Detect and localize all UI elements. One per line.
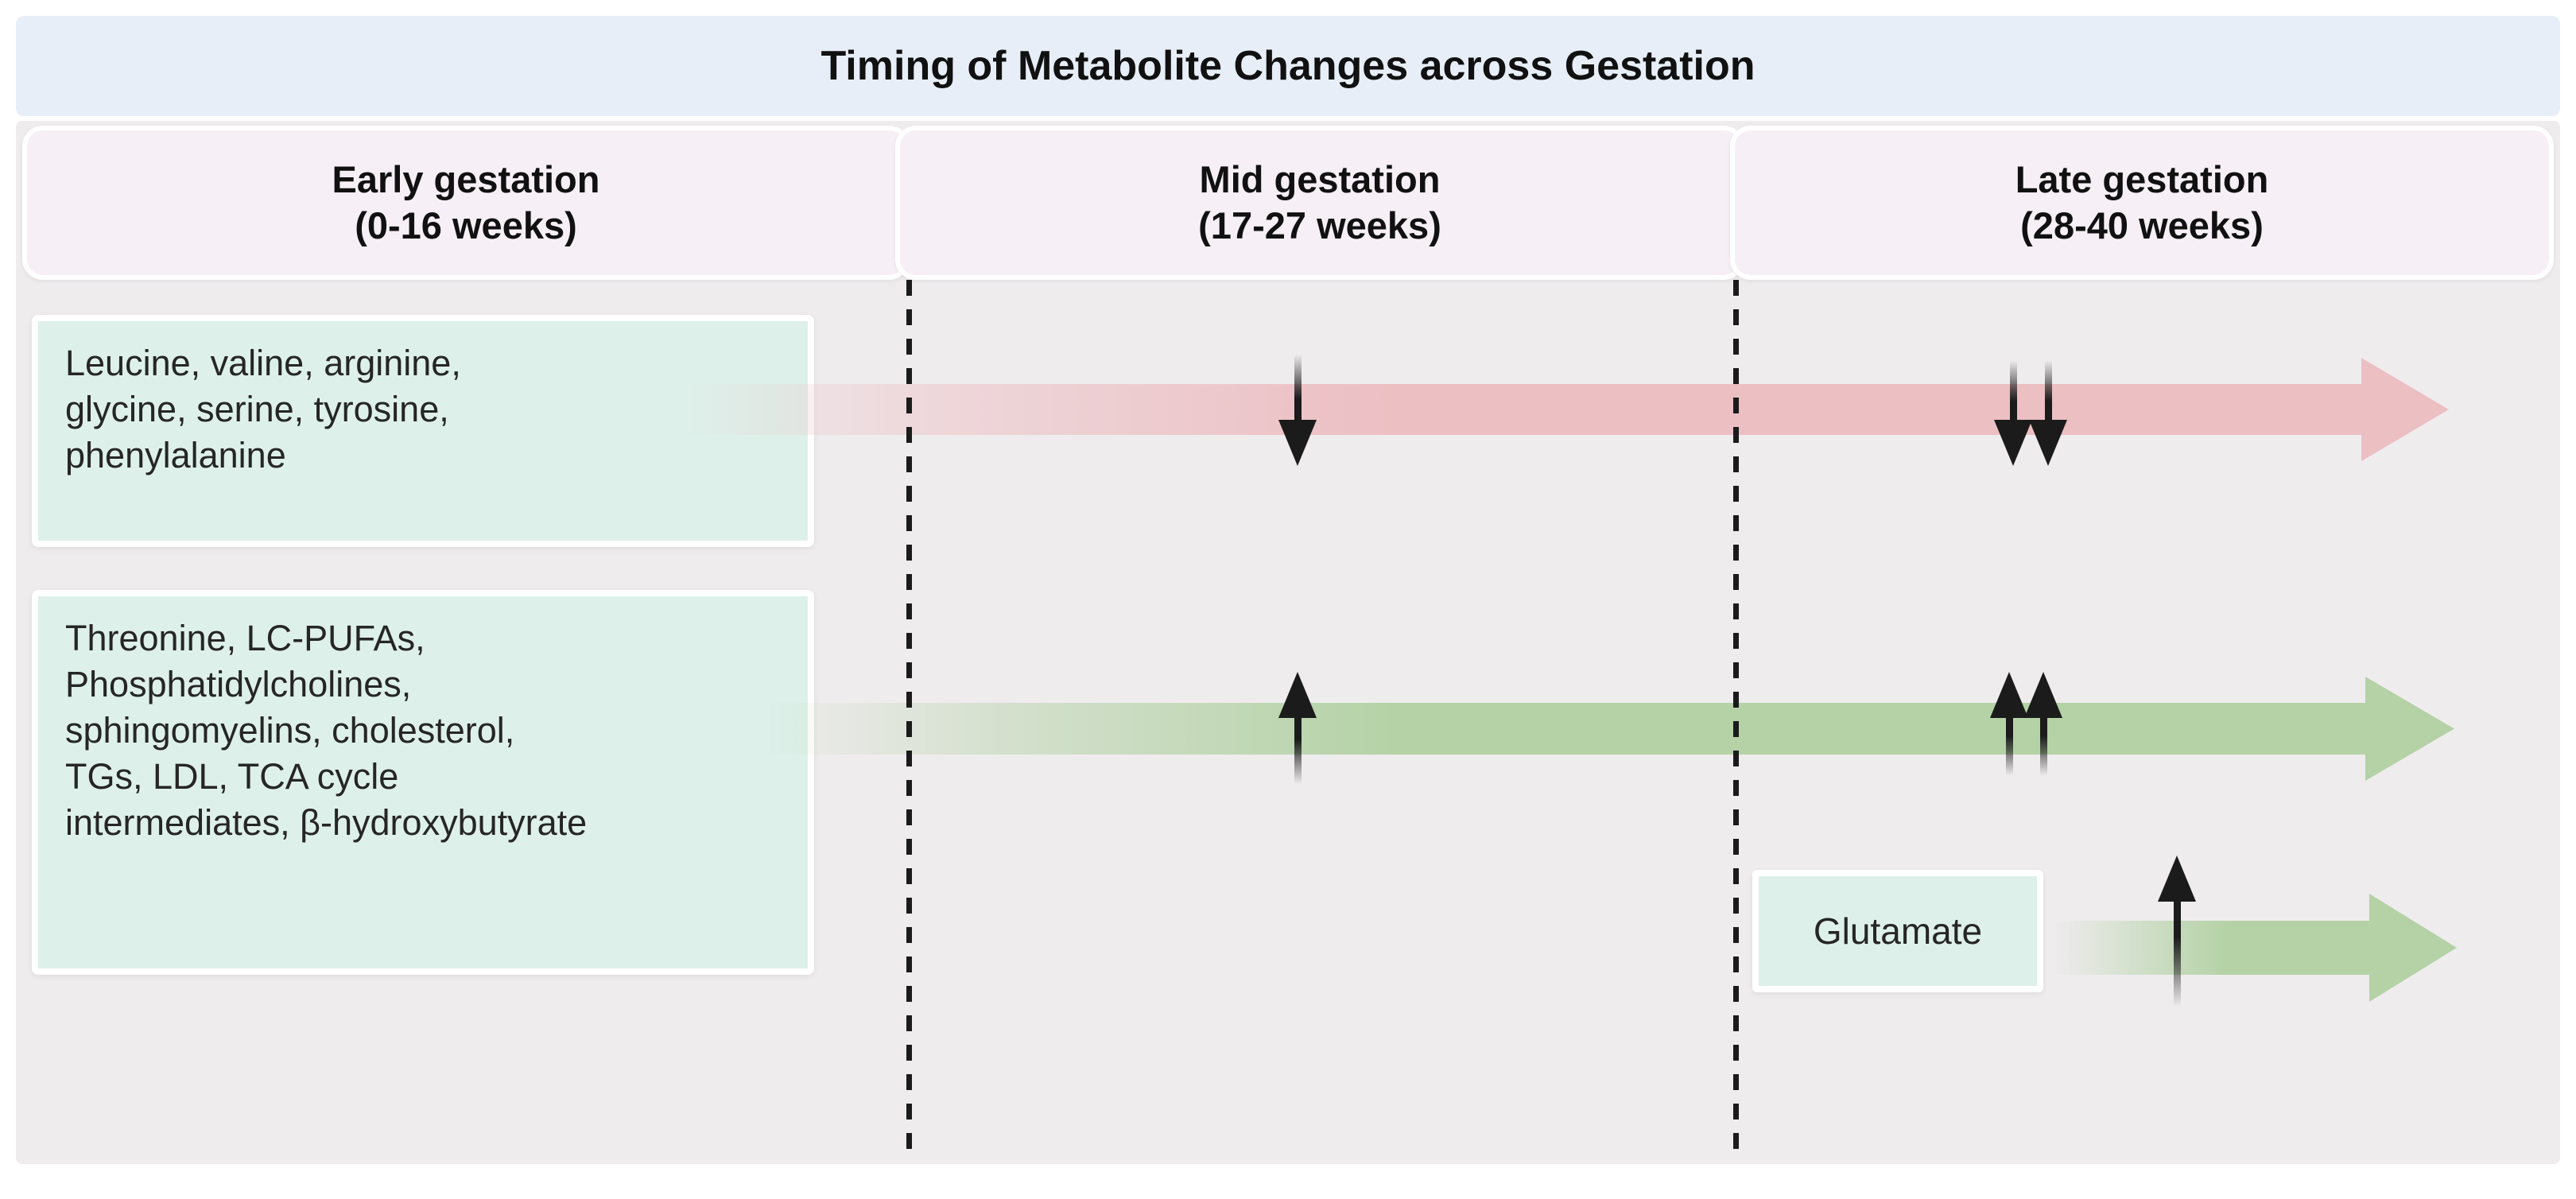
page-title: Timing of Metabolite Changes across Gest… [821, 43, 1755, 89]
decrease-trend-band [684, 384, 2365, 435]
down-arrow-mid-shaft [1294, 351, 1302, 425]
metabolite-box-glutamate: Glutamate [1752, 870, 2043, 992]
phase-header-mid: Mid gestation (17-27 weeks) [895, 126, 1744, 280]
amino-acids-line-1: Leucine, valine, arginine, [65, 343, 461, 383]
lipids-line-3: sphingomyelins, cholesterol, [65, 710, 515, 751]
lipids-line-5: intermediates, β-hydroxybutyrate [65, 802, 588, 843]
down-arrow-late-2-shaft [2045, 358, 2052, 425]
up-arrow-mid-shaft [1294, 713, 1302, 787]
increase-trend-band [759, 703, 2368, 755]
lipids-line-1: Threonine, LC-PUFAs, [65, 618, 425, 658]
up-arrow-late-1-shaft [2006, 713, 2013, 778]
amino-acids-line-2: glycine, serine, tyrosine, [65, 389, 449, 429]
phase-header-late: Late gestation (28-40 weeks) [1730, 126, 2554, 280]
phase-late-range: (28-40 weeks) [2020, 204, 2264, 246]
amino-acids-line-3: phenylalanine [65, 435, 286, 475]
phase-divider-early-mid [906, 280, 912, 1161]
phase-mid-range: (17-27 weeks) [1198, 204, 1441, 246]
down-arrow-late-1-shaft [2010, 358, 2017, 425]
glutamate-label: Glutamate [1813, 910, 1983, 952]
glutamate-trend-band [2051, 921, 2372, 975]
up-arrow-glutamate-shaft [2174, 897, 2181, 1011]
phase-early-range: (0-16 weeks) [355, 204, 577, 246]
up-arrow-late-2-shaft [2040, 713, 2047, 778]
lipids-line-4: TGs, LDL, TCA cycle [65, 756, 399, 797]
lipids-line-2: Phosphatidylcholines, [65, 664, 412, 704]
phase-mid-label: Mid gestation [1199, 158, 1441, 200]
phase-divider-mid-late [1733, 280, 1739, 1161]
phase-early-label: Early gestation [332, 158, 600, 200]
phase-header-early: Early gestation (0-16 weeks) [22, 126, 910, 280]
metabolite-box-lipids: Threonine, LC-PUFAs, Phosphatidylcholine… [32, 590, 814, 975]
phase-late-label: Late gestation [2015, 158, 2269, 200]
title-bar: Timing of Metabolite Changes across Gest… [16, 16, 2560, 116]
